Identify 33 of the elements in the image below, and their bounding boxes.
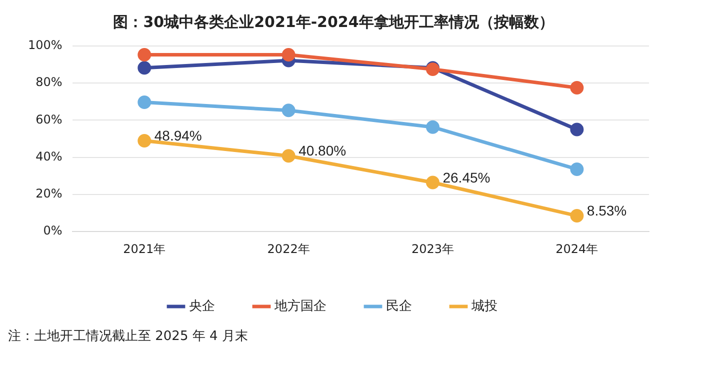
data-label: 40.80% bbox=[298, 142, 346, 159]
x-tick-label: 2024年 bbox=[556, 242, 598, 256]
x-tick-label: 2023年 bbox=[411, 242, 454, 256]
point bbox=[282, 104, 296, 118]
chart-title: 图：30城中各类企业2021年-2024年拿地开工率情况（按幅数） bbox=[113, 12, 554, 31]
point bbox=[138, 134, 152, 148]
y-tick-label: 80% bbox=[36, 75, 62, 90]
point bbox=[138, 95, 152, 109]
data-label: 48.94% bbox=[154, 128, 202, 144]
point bbox=[570, 209, 584, 223]
legend-label: 地方国企 bbox=[274, 298, 326, 314]
point bbox=[426, 176, 440, 190]
point bbox=[570, 122, 584, 136]
point bbox=[138, 48, 152, 62]
point bbox=[570, 162, 584, 176]
x-tick-label: 2021年 bbox=[123, 242, 166, 256]
point bbox=[570, 81, 584, 95]
y-tick-label: 20% bbox=[36, 186, 62, 201]
legend-label: 城投 bbox=[470, 298, 498, 314]
point bbox=[426, 120, 440, 134]
y-tick-label: 0% bbox=[43, 224, 62, 238]
data-label: 8.53% bbox=[586, 202, 627, 219]
point bbox=[282, 48, 296, 62]
text: 注：土地开工情况截止至 2025 年 4 月末 bbox=[8, 328, 249, 345]
legend-label: 央企 bbox=[189, 298, 215, 314]
data-label: 26.45% bbox=[442, 169, 490, 186]
y-tick-label: 60% bbox=[36, 112, 62, 126]
point bbox=[138, 61, 152, 75]
y-tick-label: 100% bbox=[28, 38, 62, 52]
legend-label: 民企 bbox=[386, 298, 412, 314]
x-tick-label: 2022年 bbox=[267, 242, 310, 256]
y-tick-label: 40% bbox=[36, 149, 62, 164]
point bbox=[282, 149, 296, 163]
